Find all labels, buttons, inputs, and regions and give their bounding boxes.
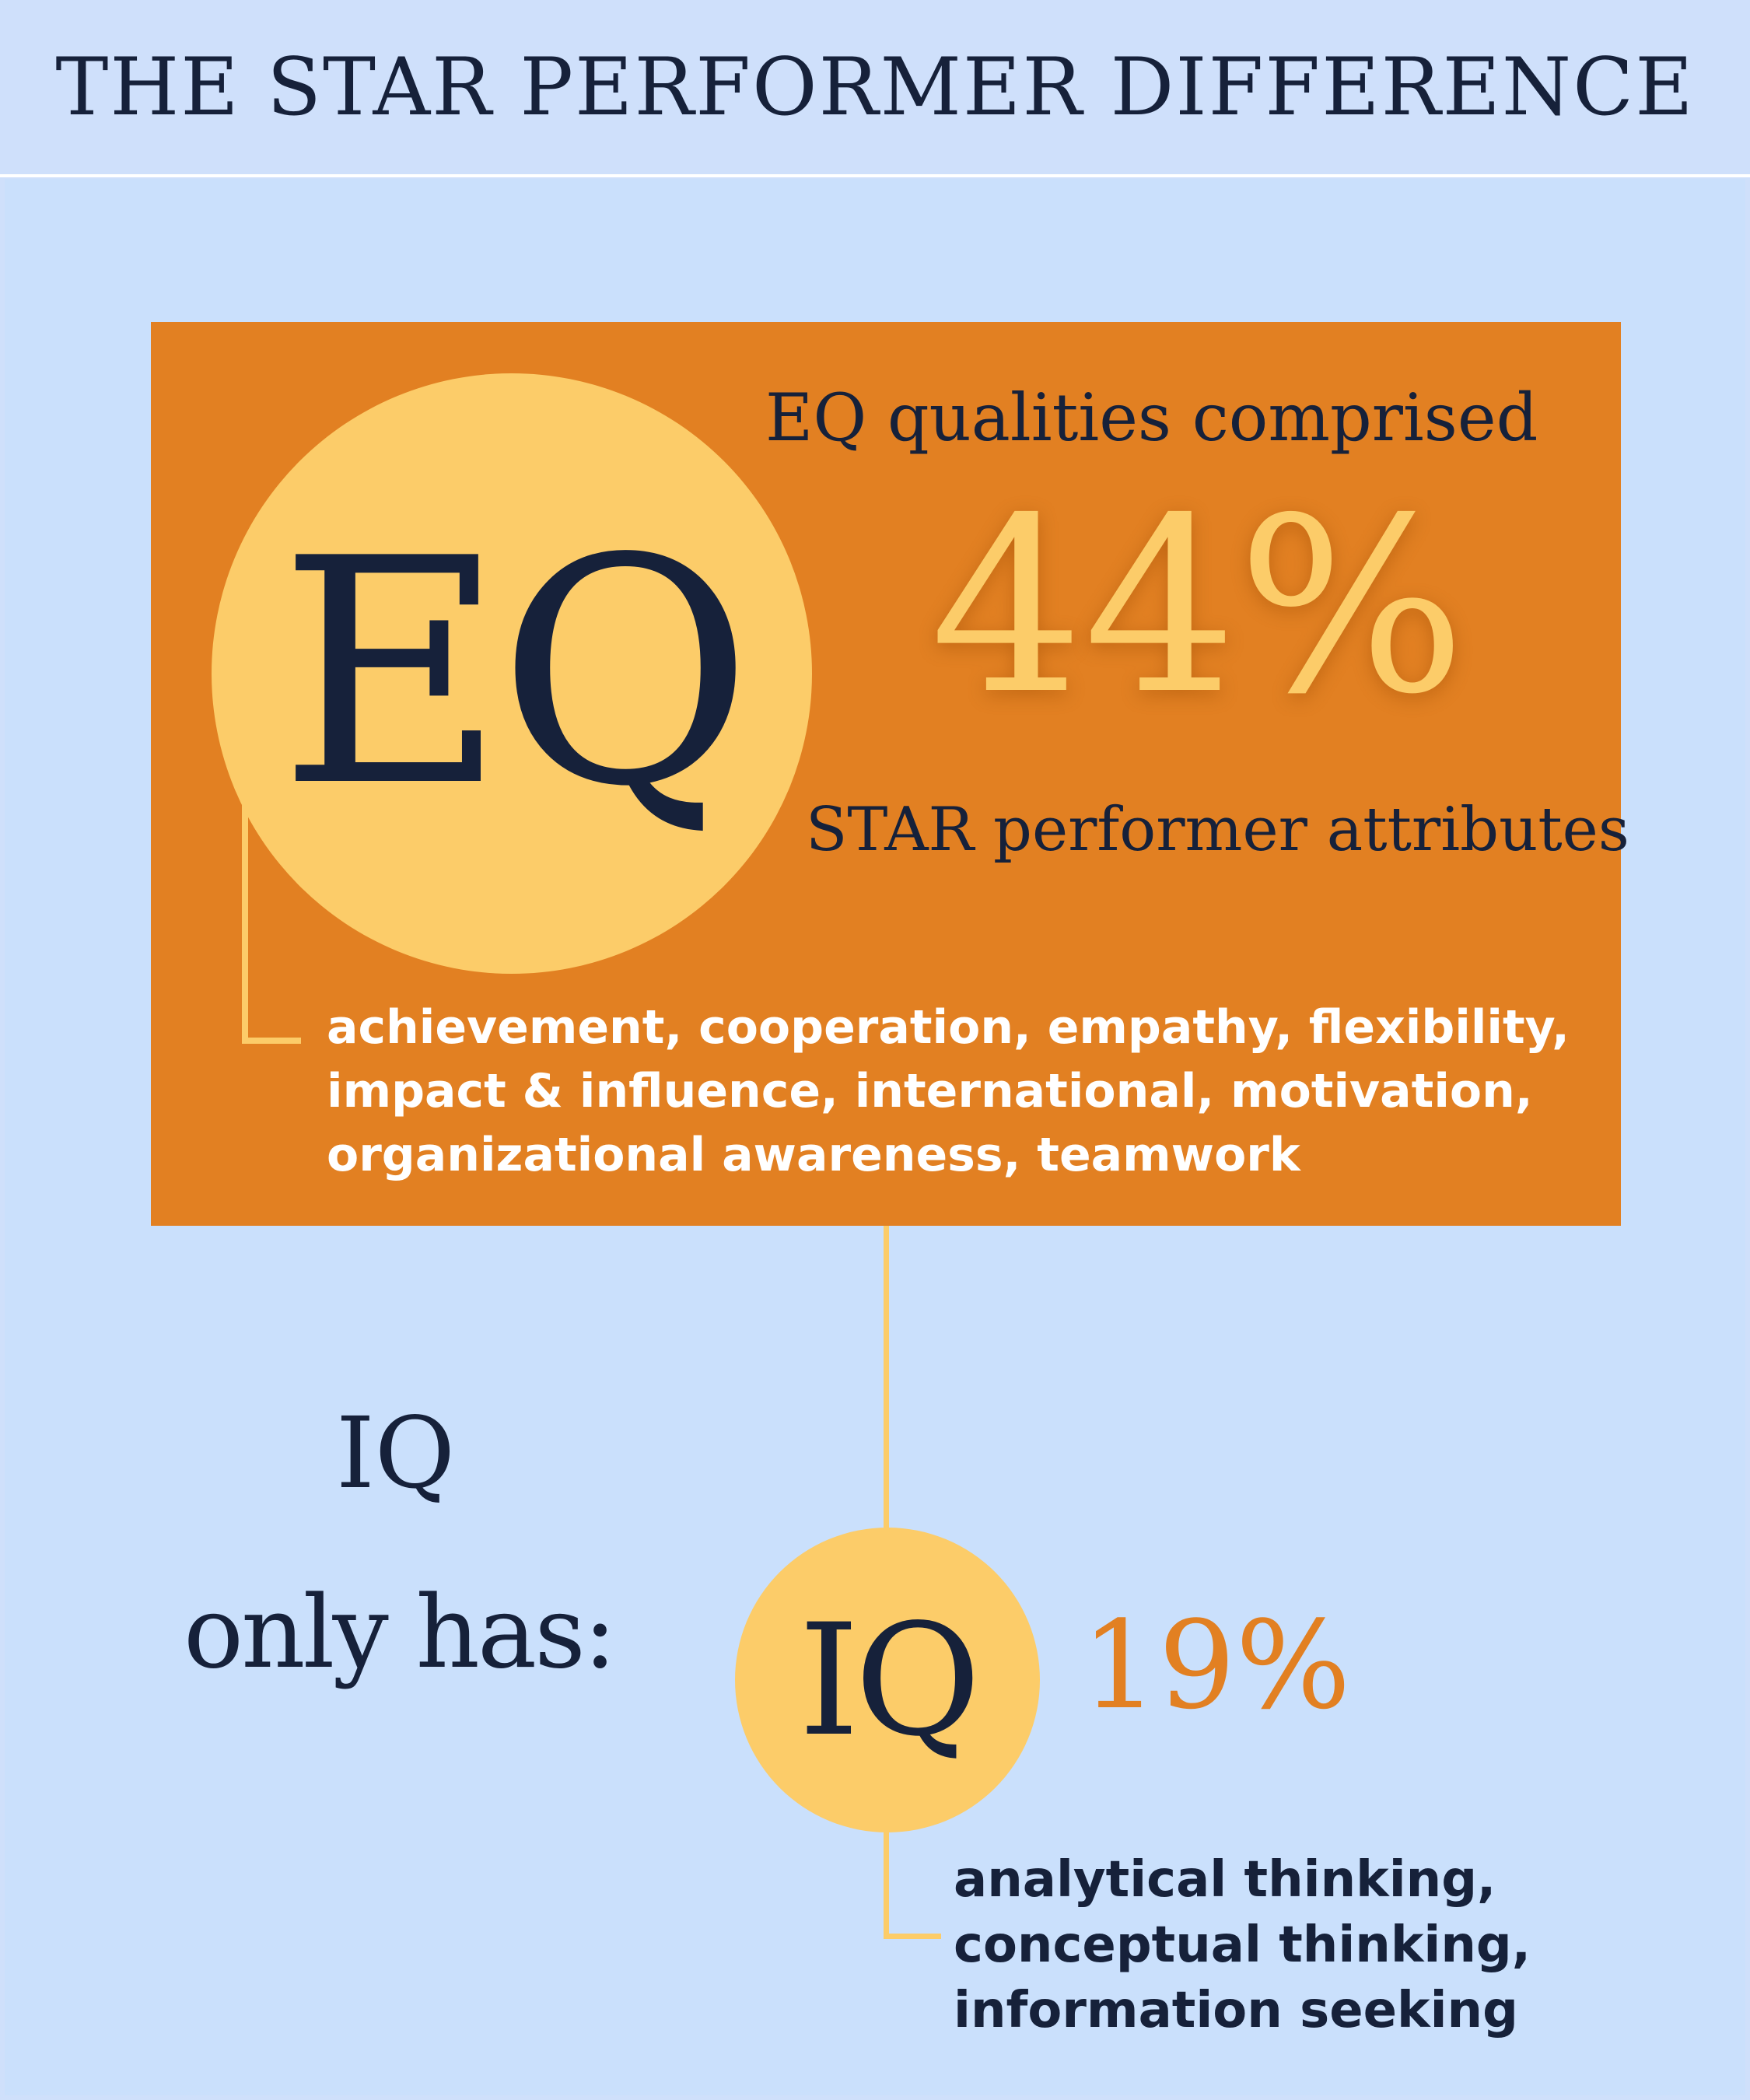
eq-attribute-list: achievement, cooperation, empathy, flexi… xyxy=(327,996,1618,1187)
eq-circle-label: EQ xyxy=(278,492,753,855)
eq-attribute-line: organizational awareness, teamwork xyxy=(327,1128,1300,1182)
iq-attribute-line: conceptual thinking, xyxy=(954,1916,1531,1974)
eq-attribute-line: achievement, cooperation, empathy, flexi… xyxy=(327,1000,1570,1055)
iq-attribute-line: information seeking xyxy=(954,1982,1518,2039)
iq-only-has-label: only has: xyxy=(184,1575,617,1691)
eq-bracket-vertical xyxy=(242,801,248,1044)
header-bar: THE STAR PERFORMER DIFFERENCE xyxy=(0,0,1750,177)
iq-attribute-list: analytical thinking, conceptual thinking… xyxy=(954,1847,1654,2043)
iq-attribute-line: analytical thinking, xyxy=(954,1851,1496,1909)
page-title: THE STAR PERFORMER DIFFERENCE xyxy=(55,40,1695,134)
eq-iq-connector-line xyxy=(884,1226,889,1531)
iq-bracket-vertical xyxy=(884,1828,889,1938)
eq-bracket-horizontal xyxy=(242,1038,301,1044)
iq-circle-badge: IQ xyxy=(735,1528,1040,1832)
iq-percent-value: 19% xyxy=(1081,1594,1351,1736)
iq-side-label: IQ xyxy=(336,1396,456,1510)
eq-attribute-line: impact & influence, international, motiv… xyxy=(327,1064,1533,1118)
iq-bracket-horizontal xyxy=(884,1934,941,1939)
eq-circle-badge: EQ xyxy=(212,373,812,974)
eq-qualities-heading: EQ qualities comprised xyxy=(765,380,1538,456)
eq-percent-value: 44% xyxy=(930,467,1467,747)
iq-circle-label: IQ xyxy=(798,1590,982,1770)
eq-attributes-caption: STAR performer attributes xyxy=(806,795,1629,865)
